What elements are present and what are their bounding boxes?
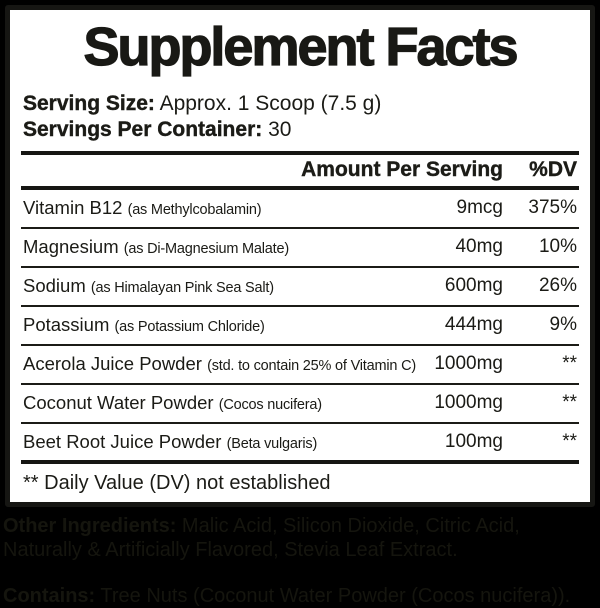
contains-line: Contains: Tree Nuts (Coconut Water Powde… bbox=[3, 584, 581, 608]
amount-header: Amount Per Serving bbox=[301, 157, 503, 181]
ingredient-amount: 9mcg bbox=[456, 197, 503, 219]
ingredient-name: Vitamin B12 (as Methylcobalamin) bbox=[23, 197, 262, 219]
serving-size-value: Approx. 1 Scoop (7.5 g) bbox=[154, 92, 382, 116]
ingredient-dv: 10% bbox=[538, 236, 577, 258]
ingredient-dv: ** bbox=[562, 392, 577, 414]
ingredient-detail: (Beta vulgaris) bbox=[226, 435, 318, 452]
dv-footnote: ** Daily Value (DV) not established bbox=[23, 471, 331, 494]
table-row: Potassium (as Potassium Chloride) 444mg … bbox=[21, 307, 579, 346]
ingredient-dv: ** bbox=[562, 353, 577, 375]
ingredient-name: Beet Root Juice Powder (Beta vulgaris) bbox=[23, 430, 318, 452]
servings-per-container-label: Servings Per Container: bbox=[23, 118, 263, 141]
ingredient-amount: 1000mg bbox=[434, 353, 503, 375]
serving-info: Serving Size: Approx. 1 Scoop (7.5 g) Se… bbox=[23, 91, 579, 142]
ingredient-amount: 40mg bbox=[455, 236, 503, 258]
other-ingredients-line: Other Ingredients: Malic Acid, Silicon D… bbox=[3, 514, 581, 562]
servings-per-container-value: 30 bbox=[262, 118, 292, 141]
ingredient-name: Sodium (as Himalayan Pink Sea Salt) bbox=[23, 275, 274, 297]
ingredient-detail: (Cocos nucifera) bbox=[218, 397, 322, 414]
ingredient-detail: (std. to contain 25% of Vitamin C) bbox=[207, 358, 416, 375]
facts-panel: Supplement Facts Serving Size: Approx. 1… bbox=[5, 5, 595, 507]
servings-per-container-line: Servings Per Container: 30 bbox=[23, 117, 579, 143]
ingredient-amount: 100mg bbox=[444, 430, 503, 452]
table-row: Beet Root Juice Powder (Beta vulgaris) 1… bbox=[21, 424, 579, 464]
ingredient-dv: 375% bbox=[528, 197, 577, 219]
other-ingredients-label: Other Ingredients: bbox=[3, 515, 177, 537]
table-row: Acerola Juice Powder (std. to contain 25… bbox=[21, 346, 579, 385]
ingredient-amount: 1000mg bbox=[434, 392, 503, 414]
dv-header: %DV bbox=[529, 157, 577, 181]
ingredient-detail: (as Himalayan Pink Sea Salt) bbox=[90, 280, 274, 297]
table-row: Vitamin B12 (as Methylcobalamin) 9mcg 37… bbox=[21, 190, 579, 229]
table-row: Sodium (as Himalayan Pink Sea Salt) 600m… bbox=[21, 268, 579, 307]
ingredient-amount: 444mg bbox=[444, 314, 503, 336]
ingredient-dv: 9% bbox=[549, 314, 577, 336]
table-row: Coconut Water Powder (Cocos nucifera) 10… bbox=[21, 385, 579, 424]
ingredient-detail: (as Potassium Chloride) bbox=[114, 319, 265, 336]
serving-size-line: Serving Size: Approx. 1 Scoop (7.5 g) bbox=[23, 91, 579, 117]
ingredient-name: Magnesium (as Di-Magnesium Malate) bbox=[23, 236, 289, 258]
table-header: Amount Per Serving %DV bbox=[21, 155, 579, 190]
ingredient-detail: (as Methylcobalamin) bbox=[127, 202, 262, 219]
ingredient-detail: (as Di-Magnesium Malate) bbox=[123, 241, 289, 258]
ingredient-name: Coconut Water Powder (Cocos nucifera) bbox=[23, 392, 322, 414]
other-ingredients-value: Malic Acid, Silicon Dioxide, Citric Acid… bbox=[3, 515, 520, 561]
divider-thick bbox=[21, 150, 579, 155]
table-row: Magnesium (as Di-Magnesium Malate) 40mg … bbox=[21, 229, 579, 268]
other-ingredients-section: Other Ingredients: Malic Acid, Silicon D… bbox=[0, 512, 600, 607]
ingredient-name: Acerola Juice Powder (std. to contain 25… bbox=[23, 353, 416, 375]
ingredient-dv: ** bbox=[562, 430, 577, 452]
contains-value: Tree Nuts (Coconut Water Powder (Cocos n… bbox=[95, 585, 571, 607]
ingredient-amount: 600mg bbox=[444, 275, 503, 297]
page-title: Supplement Facts bbox=[83, 16, 519, 77]
serving-size-label: Serving Size: bbox=[23, 92, 155, 116]
ingredient-dv: 26% bbox=[538, 275, 577, 297]
ingredient-name: Potassium (as Potassium Chloride) bbox=[23, 314, 265, 336]
contains-label: Contains: bbox=[3, 585, 96, 607]
